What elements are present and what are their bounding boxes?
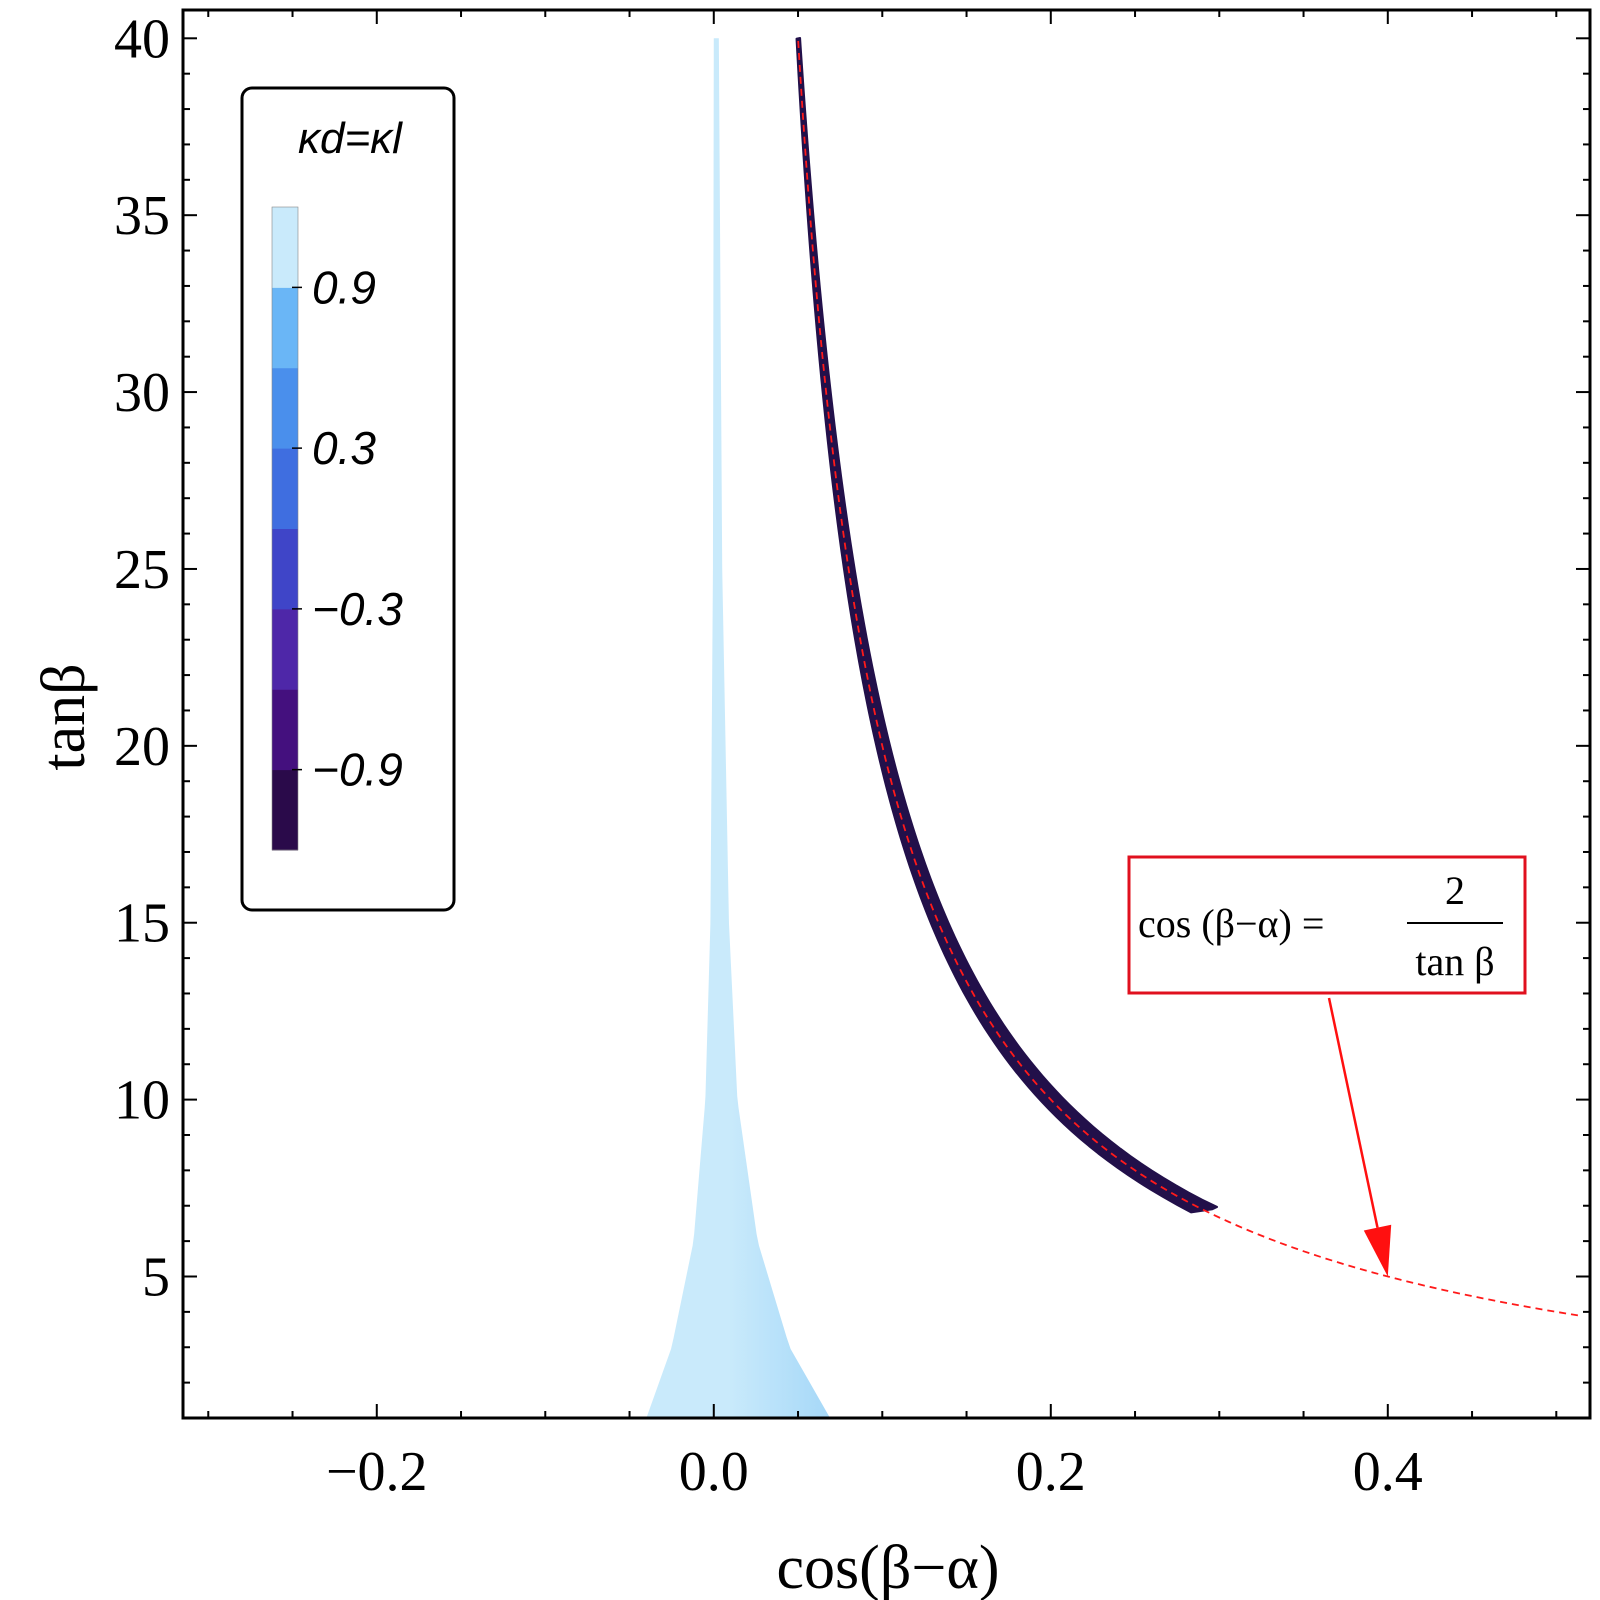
annotation-numerator: 2 [1445,868,1465,913]
x-tick-label: 0.0 [679,1441,749,1503]
annotation: cos (β−α) = 2 tan β [1127,855,1527,1277]
ticks [183,10,1590,1418]
legend-band [272,207,298,288]
x-tick-label: 0.2 [1016,1441,1086,1503]
legend-label: 0.9 [312,261,376,313]
legend-title: κd=κl [298,114,403,163]
wrong-sign-band [795,36,1219,1214]
alignment-region [646,38,831,1418]
annotation-arrow-head [1363,1224,1392,1277]
y-tick-label: 10 [114,1070,170,1132]
annotation-lhs: cos (β−α) = [1138,901,1324,946]
plot-frame [181,8,1592,1420]
y-tick-labels: 5 10 15 20 25 30 35 40 [114,8,170,1308]
y-tick-label: 35 [114,185,170,247]
x-tick-label: −0.2 [326,1441,428,1503]
y-tick-label: 30 [114,362,170,424]
legend-labels: 0.9 0.3 −0.3 −0.9 [292,261,403,796]
legend-label: −0.9 [312,744,403,796]
x-tick-label: 0.4 [1353,1441,1423,1503]
annotation-arrow-line [1327,997,1379,1228]
legend-label: 0.3 [312,422,376,474]
y-tick-label: 40 [114,8,170,70]
annotation-box [1127,855,1527,995]
y-axis-title: tanβ [30,663,98,770]
legend-bands [271,206,299,851]
legend-band [272,367,298,449]
regions [646,36,1219,1418]
legend-band [272,448,298,529]
x-tick-labels: −0.2 0.0 0.2 0.4 [326,1441,1423,1503]
legend-band [272,689,298,771]
dashed-curve [797,38,1579,1317]
y-tick-label: 15 [114,893,170,955]
legend-band [272,769,298,851]
legend-bar-outline [271,206,299,851]
y-tick-label: 20 [114,716,170,778]
legend-label: −0.3 [312,583,403,635]
legend-band [272,528,298,610]
legend: κd=κl 0.9 0.3 −0.3 −0.9 [240,86,456,912]
y-tick-label: 25 [114,539,170,601]
curve-layer [797,38,1579,1317]
y-tick-label: 5 [142,1246,170,1308]
x-axis-title: cos(β−α) [777,1534,1000,1600]
legend-band [272,287,298,369]
legend-band [272,608,298,690]
annotation-denominator: tan β [1415,939,1494,984]
